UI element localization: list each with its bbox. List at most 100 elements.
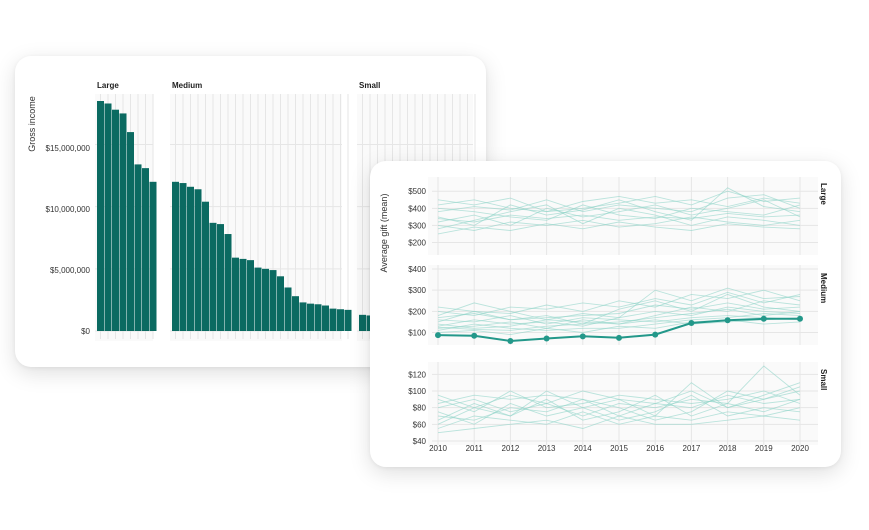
average-gift-line-chart: $200 $300 $400 $500 $100 $200 $300 $400 $40 $60 $8… [379, 177, 828, 453]
line-ytick-label: $60 [413, 420, 427, 429]
bar-medium-8 [232, 257, 239, 331]
bar-medium-10 [247, 260, 254, 331]
highlight-point-2010 [435, 332, 441, 339]
line-series-s9 [437, 195, 801, 213]
line-xtick-label: 2017 [683, 444, 701, 453]
bar-ytick-label-1: $5,000,000 [50, 266, 91, 275]
bar-medium-2 [187, 186, 194, 331]
line-series-m12 [437, 308, 801, 331]
line-ytick-label: $40 [413, 437, 427, 446]
line-ytick-label: $300 [408, 221, 426, 230]
line-ytick-label: $200 [408, 307, 426, 316]
bar-large-5 [134, 164, 142, 331]
line-chart-y-ticks: $200 $300 $400 $500 $100 $200 $300 $400 $40 $60 $8… [408, 187, 426, 446]
bar-large-6 [142, 168, 149, 331]
line-strip-label-medium: Medium [819, 273, 828, 303]
bar-medium-4 [202, 201, 209, 331]
line-series-s10 [437, 221, 801, 235]
line-ytick-label: $200 [408, 238, 426, 247]
bar-medium-6 [217, 224, 224, 331]
bar-small-0 [359, 314, 366, 331]
bar-facet-label-large: Large [97, 81, 119, 90]
highlight-point-2018 [724, 317, 731, 324]
bar-facet-label-small: Small [359, 81, 380, 90]
line-y-axis-title: Average gift (mean) [379, 194, 389, 273]
bar-medium-16 [292, 296, 299, 331]
line-xtick-label: 2019 [755, 444, 773, 453]
line-facet-panel [428, 177, 818, 255]
bar-large-0 [97, 101, 104, 331]
line-ytick-label: $100 [408, 387, 426, 396]
line-ytick-label: $300 [408, 286, 426, 295]
bar-facet-label-medium: Medium [172, 81, 202, 90]
line-series-s3 [437, 204, 801, 221]
line-series-t7 [437, 394, 801, 425]
bar-ytick-label-3: $15,000,000 [46, 144, 91, 153]
bar-ytick-label-0: $0 [81, 327, 90, 336]
bar-medium-7 [224, 234, 232, 331]
line-ytick-label: $400 [408, 204, 426, 213]
bar-chart-bars [97, 101, 374, 331]
highlight-point-2017 [688, 320, 695, 326]
bar-large-3 [119, 113, 127, 331]
line-facet-panel [428, 265, 818, 345]
line-xtick-label: 2011 [466, 444, 484, 453]
line-xtick-label: 2018 [719, 444, 737, 453]
bar-medium-21 [329, 308, 337, 331]
line-strip-label-large: Large [819, 183, 828, 205]
line-series-t8 [437, 386, 801, 421]
bar-large-2 [112, 109, 119, 331]
highlight-point-2019 [760, 315, 767, 322]
bar-medium-18 [307, 303, 314, 331]
line-xtick-label: 2010 [429, 444, 447, 453]
line-ytick-label: $100 [408, 329, 426, 338]
highlight-point-2015 [616, 334, 622, 341]
line-strip-label-small: Small [819, 369, 828, 390]
line-series-m9 [437, 289, 801, 314]
line-series-m10 [437, 317, 801, 329]
line-chart-series [435, 187, 803, 434]
line-ytick-label: $120 [408, 370, 426, 379]
bar-medium-22 [337, 309, 344, 331]
bar-medium-17 [299, 302, 307, 331]
line-series-s1 [437, 187, 801, 226]
line-xtick-label: 2012 [502, 444, 520, 453]
bar-medium-15 [284, 287, 292, 331]
highlight-point-2020 [797, 315, 803, 322]
line-series-s6 [437, 216, 801, 231]
line-xtick-label: 2014 [574, 444, 592, 453]
line-series-m11 [437, 302, 801, 321]
line-facet-panel [428, 362, 818, 445]
line-xtick-label: 2016 [646, 444, 664, 453]
bar-medium-11 [254, 267, 262, 331]
line-ytick-label: $80 [413, 404, 427, 413]
line-series-s4 [437, 204, 801, 230]
line-chart-x-ticks: 2010 2011 2012 2013 2014 2015 2016 2017 2018 2019… [429, 444, 809, 453]
bar-medium-14 [277, 276, 284, 331]
line-ytick-label: $500 [408, 187, 426, 196]
line-series-s2 [437, 199, 801, 226]
bar-medium-1 [179, 183, 187, 331]
line-chart-panels [428, 177, 818, 445]
bar-medium-13 [269, 270, 277, 331]
line-xtick-label: 2020 [791, 444, 809, 453]
bar-large-4 [127, 132, 134, 331]
bar-medium-19 [314, 304, 322, 331]
highlight-point-2011 [471, 332, 478, 339]
line-series-t9 [437, 415, 801, 434]
line-series-s7 [437, 194, 801, 213]
bar-ytick-label-2: $10,000,000 [46, 205, 91, 214]
bar-medium-0 [172, 181, 179, 331]
line-series-m1 [437, 293, 801, 325]
bar-large-7 [149, 181, 157, 331]
line-series-s8 [437, 212, 801, 223]
line-series-t10 [437, 382, 801, 409]
highlight-point-2013 [543, 335, 550, 342]
highlight-point-2012 [507, 338, 514, 344]
line-series-s5 [437, 190, 801, 213]
line-series-t3 [437, 365, 801, 417]
line-series-t6 [437, 394, 801, 421]
bar-large-1 [104, 103, 112, 331]
line-chart-card: $200 $300 $400 $500 $100 $200 $300 $400 $40 $60 $8… [370, 161, 841, 467]
highlight-point-2014 [579, 333, 586, 340]
